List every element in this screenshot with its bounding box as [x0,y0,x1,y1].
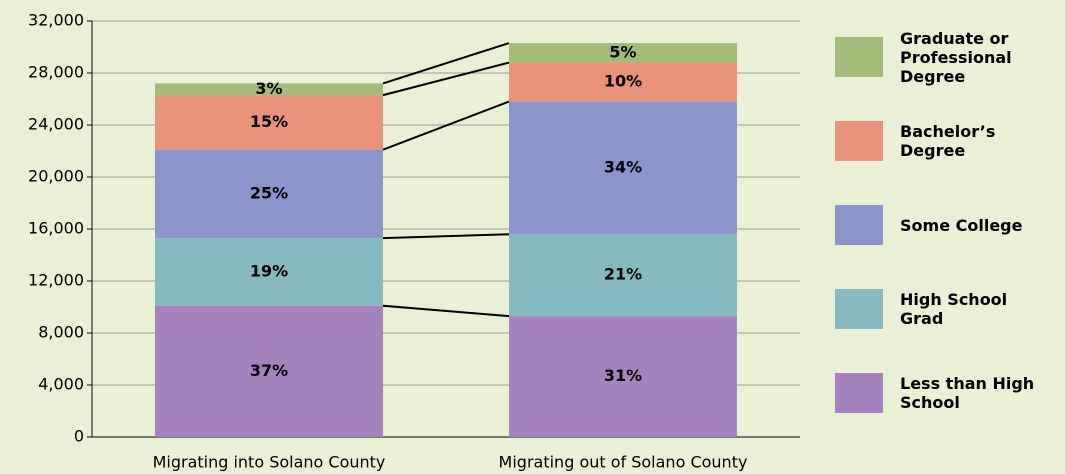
legend-label: Graduate or Professional Degree [900,28,1012,86]
y-tick-label: 32,000 [28,11,84,30]
data-label: 5% [609,42,636,61]
y-tick-label: 0 [74,427,84,446]
legend-swatch [835,37,883,77]
legend-swatch [835,121,883,161]
data-label: 34% [604,157,642,176]
bar-segment [155,149,383,239]
y-tick-label: 20,000 [28,167,84,186]
y-tick-label: 24,000 [28,115,84,134]
y-tick-label: 28,000 [28,63,84,82]
bar-segment [509,101,737,235]
legend-swatch [835,205,883,245]
connector [382,233,510,240]
data-label: 37% [250,361,288,380]
bar-segment [509,43,737,63]
legend-label: Some College [900,215,1023,235]
y-tick-label: 8,000 [38,323,84,342]
x-tick-label: Migrating out of Solano County [499,453,748,472]
legend-label: Bachelor’s Degree [900,122,996,160]
y-tick-label: 4,000 [38,375,84,394]
y-tick-label: 12,000 [28,271,84,290]
connector [382,61,510,97]
data-label: 10% [604,72,642,91]
data-label: 31% [604,366,642,385]
data-label: 25% [250,183,288,202]
bar-segment [155,83,383,96]
legend-swatch [835,289,883,329]
bar-segment [155,238,383,306]
data-label: 21% [604,265,642,284]
data-label: 19% [250,261,288,280]
bar-segment [509,62,737,102]
connector [382,42,510,85]
data-label: 15% [250,112,288,131]
bar-segment [509,316,737,437]
bar-segment [155,305,383,437]
x-tick-label: Migrating into Solano County [153,453,386,472]
connector [382,304,510,318]
bar-segment [509,234,737,317]
connector [382,100,510,151]
data-label: 3% [255,79,282,98]
legend-swatch [835,373,883,413]
y-tick-label: 16,000 [28,219,84,238]
bar-segment [155,95,383,150]
legend-label: Less than High School [900,374,1035,412]
legend-label: High School Grad [900,290,1008,328]
